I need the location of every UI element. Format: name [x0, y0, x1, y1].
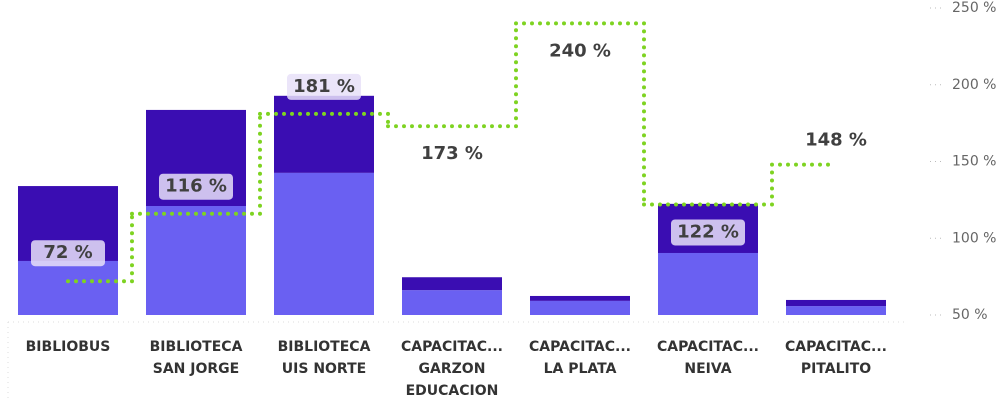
data-label: 116 % — [165, 176, 227, 197]
y2-tick-label: 200 % — [952, 77, 996, 93]
y2-tick-label: 50 % — [952, 307, 988, 323]
data-label: 240 % — [549, 40, 611, 61]
label-bg — [159, 173, 233, 200]
data-label: 72 % — [43, 242, 92, 263]
y2-tick-label: 250 % — [952, 0, 996, 16]
x-tick-label: CAPACITAC... LA PLATA — [529, 339, 631, 377]
x-tick-label: CAPACITAC... GARZON EDUCACION — [401, 339, 503, 399]
data-label: 181 % — [293, 76, 355, 97]
bar — [146, 206, 246, 315]
data-label: 148 % — [805, 130, 867, 151]
label-bg — [671, 219, 745, 246]
x-tick-label: BIBLIOBUS — [25, 339, 111, 355]
x-tick-label: BIBLIOTECA SAN JORGE — [149, 339, 243, 377]
bar — [658, 252, 758, 315]
y2-tick-label: 150 % — [952, 154, 996, 170]
bar — [786, 306, 886, 315]
bar — [530, 295, 630, 301]
bar — [274, 95, 374, 173]
bar — [530, 300, 630, 315]
x-tick-label: CAPACITAC... NEIVA — [657, 339, 759, 377]
y2-tick-label: 100 % — [952, 230, 996, 246]
data-label: 122 % — [677, 221, 739, 242]
label-bg — [287, 73, 361, 100]
bar — [402, 290, 502, 315]
bar — [786, 299, 886, 307]
label-bg — [31, 240, 105, 267]
bar — [402, 277, 502, 291]
x-tick-label: CAPACITAC... PITALITO — [785, 339, 887, 377]
bar — [18, 260, 118, 315]
bar — [274, 172, 374, 315]
x-tick-label: BIBLIOTECA UIS NORTE — [277, 339, 371, 377]
data-label: 173 % — [421, 143, 483, 164]
